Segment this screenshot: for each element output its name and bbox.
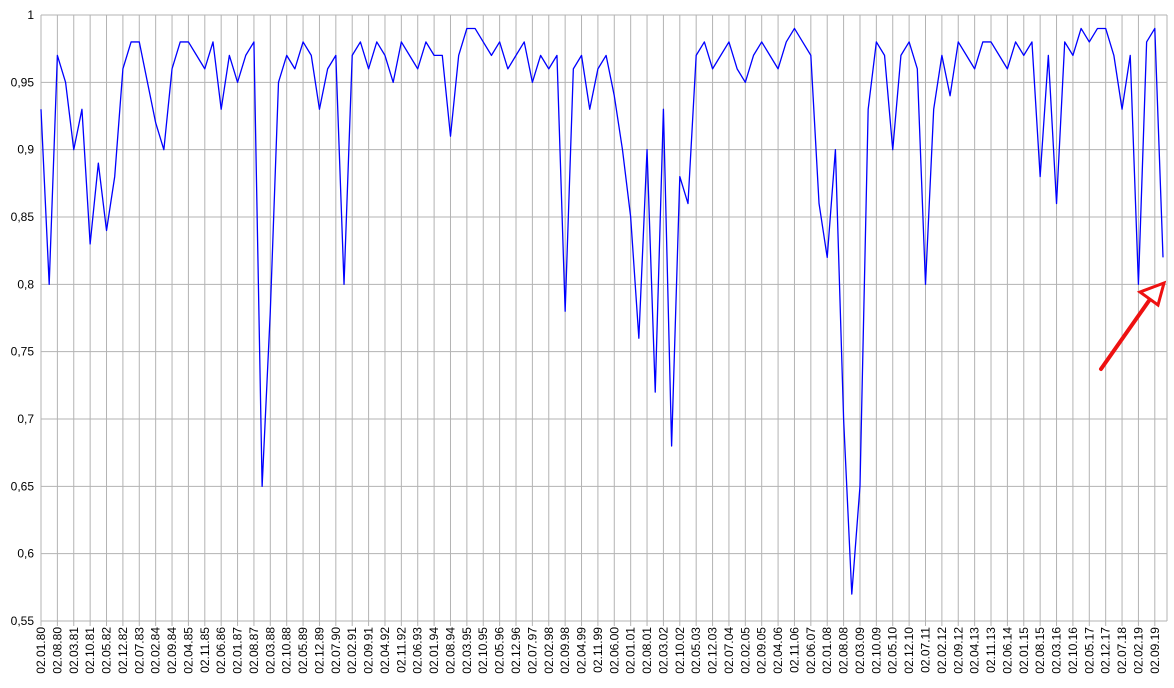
x-tick-label: 02.02.05 [738, 627, 752, 674]
x-tick-label: 02.03.81 [67, 627, 81, 674]
x-tick-label: 02.06.86 [214, 627, 228, 674]
x-tick-label: 02.09.98 [558, 627, 572, 674]
x-tick-label: 02.07.18 [1115, 627, 1129, 674]
x-tick-label: 02.01.01 [624, 627, 638, 674]
x-tick-label: 02.08.01 [640, 627, 654, 674]
x-tick-label: 02.11.13 [984, 627, 998, 673]
x-tick-label: 02.06.07 [804, 627, 818, 674]
x-tick-label: 02.02.19 [1131, 627, 1145, 674]
annotation-arrow [1099, 280, 1167, 371]
x-tick-label: 02.08.80 [50, 627, 64, 674]
x-tick-label: 02.04.06 [771, 627, 785, 674]
x-tick-label: 02.10.09 [869, 627, 883, 674]
x-tick-label: 02.12.82 [116, 627, 130, 674]
x-tick-label: 02.05.82 [100, 627, 114, 674]
x-tick-label: 02.03.95 [460, 627, 474, 674]
x-tick-label: 02.12.03 [706, 627, 720, 674]
x-tick-label: 02.09.19 [1148, 627, 1162, 674]
x-tick-label: 02.02.12 [935, 627, 949, 674]
x-tick-label: 02.04.85 [181, 627, 195, 674]
x-tick-label: 02.09.12 [951, 627, 965, 674]
x-tick-label: 02.04.99 [575, 627, 589, 674]
y-tick-label: 0,75 [11, 345, 35, 359]
x-tick-label: 02.02.91 [345, 627, 359, 674]
x-tick-label: 02.02.84 [149, 627, 163, 674]
x-tick-label: 02.07.04 [722, 627, 736, 674]
x-tick-label: 02.09.84 [165, 627, 179, 674]
x-tick-label: 02.05.10 [886, 627, 900, 674]
x-tick-label: 02.10.16 [1066, 627, 1080, 674]
y-tick-label: 0,9 [17, 143, 34, 157]
x-tick-label: 02.03.02 [656, 627, 670, 674]
x-tick-label: 02.10.02 [673, 627, 687, 674]
x-tick-label: 02.09.91 [362, 627, 376, 674]
x-tick-label: 02.05.03 [689, 627, 703, 674]
y-tick-label: 0,7 [17, 412, 34, 426]
x-tick-label: 02.11.06 [787, 627, 801, 673]
y-tick-label: 0,6 [17, 547, 34, 561]
x-tick-label: 02.12.10 [902, 627, 916, 674]
x-tick-label: 02.07.97 [525, 627, 539, 674]
x-tick-label: 02.02.98 [542, 627, 556, 674]
x-tick-label: 02.11.99 [591, 627, 605, 673]
x-tick-label: 02.04.92 [378, 627, 392, 674]
y-tick-label: 0,65 [11, 479, 35, 493]
y-tick-label: 0,55 [11, 614, 35, 628]
x-tick-label: 02.08.08 [837, 627, 851, 674]
x-tick-label: 02.11.85 [198, 627, 212, 673]
x-tick-label: 02.01.94 [427, 627, 441, 674]
x-tick-label: 02.04.13 [968, 627, 982, 674]
x-tick-label: 02.01.08 [820, 627, 834, 674]
x-tick-label: 02.05.17 [1082, 627, 1096, 674]
x-tick-label: 02.10.95 [476, 627, 490, 674]
x-tick-label: 02.08.15 [1033, 627, 1047, 674]
x-tick-label: 02.09.05 [755, 627, 769, 674]
x-tick-label: 02.03.09 [853, 627, 867, 674]
y-tick-label: 0,95 [11, 75, 35, 89]
x-tick-label: 02.01.15 [1017, 627, 1031, 674]
x-tick-label: 02.11.92 [394, 627, 408, 673]
x-tick-label: 02.12.89 [312, 627, 326, 674]
x-tick-label: 02.12.17 [1099, 627, 1113, 674]
x-tick-label: 02.08.94 [443, 627, 457, 674]
x-tick-label: 02.05.96 [493, 627, 507, 674]
x-tick-label: 02.06.93 [411, 627, 425, 674]
x-tick-label: 02.01.87 [231, 627, 245, 674]
x-tick-label: 02.07.11 [918, 627, 932, 673]
y-tick-label: 1 [27, 8, 34, 22]
x-tick-label: 02.03.88 [263, 627, 277, 674]
x-tick-label: 02.12.96 [509, 627, 523, 674]
x-tick-label: 02.10.88 [280, 627, 294, 674]
x-tick-label: 02.03.16 [1050, 627, 1064, 674]
x-tick-label: 02.06.00 [607, 627, 621, 674]
x-tick-label: 02.10.81 [83, 627, 97, 674]
x-tick-label: 02.07.90 [329, 627, 343, 674]
x-tick-label: 02.05.89 [296, 627, 310, 674]
x-tick-label: 02.08.87 [247, 627, 261, 674]
y-tick-label: 0,8 [17, 277, 34, 291]
series-line [40, 27, 1164, 595]
y-tick-label: 0,85 [11, 210, 35, 224]
x-tick-label: 02.01.80 [34, 627, 48, 674]
x-tick-label: 02.07.83 [132, 627, 146, 674]
x-tick-label: 02.06.14 [1000, 627, 1014, 674]
